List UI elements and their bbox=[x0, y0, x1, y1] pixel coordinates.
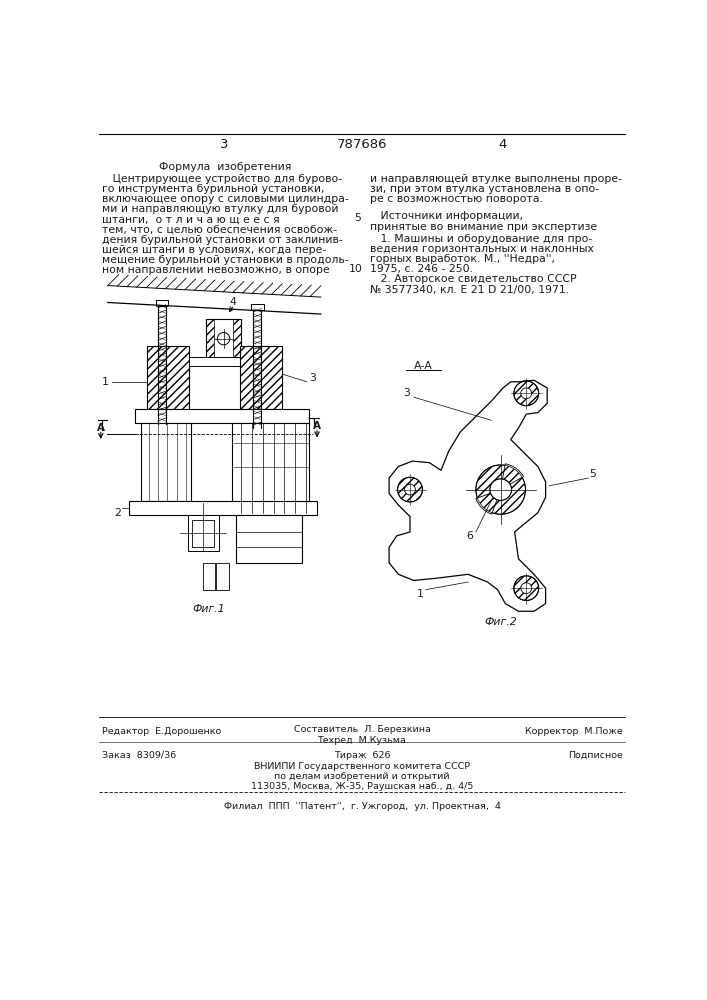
Text: по делам изобретений и открытий: по делам изобретений и открытий bbox=[274, 772, 450, 781]
Circle shape bbox=[404, 484, 416, 495]
Wedge shape bbox=[503, 464, 523, 484]
Text: ведения горизонтальных и наклонных: ведения горизонтальных и наклонных bbox=[370, 244, 595, 254]
Bar bbox=[189, 357, 267, 366]
Bar bbox=[156, 300, 168, 306]
Text: Источники информации,: Источники информации, bbox=[370, 211, 524, 221]
Text: Составитель  Л. Березкина: Составитель Л. Березкина bbox=[293, 725, 431, 734]
Text: 2: 2 bbox=[115, 508, 122, 518]
Text: 3: 3 bbox=[310, 373, 317, 383]
Text: зи, при этом втулка установлена в опо-: зи, при этом втулка установлена в опо- bbox=[370, 184, 600, 194]
Text: 5: 5 bbox=[589, 469, 595, 479]
Text: тем, что, с целью обеспечения освобож-: тем, что, с целью обеспечения освобож- bbox=[103, 225, 337, 235]
Text: A: A bbox=[97, 423, 105, 433]
Bar bbox=[203, 563, 216, 590]
Bar bbox=[206, 319, 214, 359]
Text: мещение бурильной установки в продоль-: мещение бурильной установки в продоль- bbox=[103, 255, 349, 265]
Bar bbox=[206, 319, 241, 359]
Bar bbox=[232, 423, 309, 513]
Text: 4: 4 bbox=[499, 138, 507, 151]
Text: 5: 5 bbox=[355, 213, 361, 223]
Text: Техред  М.Кузьма: Техред М.Кузьма bbox=[317, 736, 407, 745]
Text: Формула  изобретения: Формула изобретения bbox=[159, 162, 292, 172]
Text: Заказ  8309/36: Заказ 8309/36 bbox=[103, 751, 177, 760]
Text: 3: 3 bbox=[403, 388, 410, 398]
Text: го инструмента бурильной установки,: го инструмента бурильной установки, bbox=[103, 184, 325, 194]
Text: Фиг.1: Фиг.1 bbox=[192, 604, 225, 614]
Text: Фиг.2: Фиг.2 bbox=[484, 617, 517, 627]
Bar bbox=[146, 346, 189, 409]
Circle shape bbox=[476, 465, 525, 514]
Text: Корректор  М.Поже: Корректор М.Поже bbox=[525, 727, 623, 736]
Text: 1: 1 bbox=[102, 377, 109, 387]
Circle shape bbox=[521, 388, 532, 399]
Text: ВНИИПИ Государственного комитета СССР: ВНИИПИ Государственного комитета СССР bbox=[254, 762, 470, 771]
Bar bbox=[233, 319, 241, 359]
Text: 10: 10 bbox=[349, 264, 363, 274]
Text: Тираж  626: Тираж 626 bbox=[334, 751, 390, 760]
Text: 1: 1 bbox=[416, 589, 423, 599]
Text: A: A bbox=[313, 421, 321, 431]
Text: Подписное: Подписное bbox=[568, 751, 623, 760]
Text: принятые во внимание при экспертизе: принятые во внимание при экспертизе bbox=[370, 222, 597, 232]
Polygon shape bbox=[389, 380, 547, 611]
Text: Редактор  Е.Дорошенко: Редактор Е.Дорошенко bbox=[103, 727, 221, 736]
Text: А-А: А-А bbox=[414, 361, 433, 371]
Bar bbox=[235, 515, 301, 563]
Text: горных выработок. М., ''Недра'',: горных выработок. М., ''Недра'', bbox=[370, 254, 556, 264]
Bar bbox=[251, 304, 264, 310]
Text: 4: 4 bbox=[230, 297, 237, 307]
Text: ном направлении невозможно, в опоре: ном направлении невозможно, в опоре bbox=[103, 265, 330, 275]
Wedge shape bbox=[476, 493, 497, 514]
Text: 2. Авторское свидетельство СССР: 2. Авторское свидетельство СССР bbox=[370, 274, 577, 284]
Bar bbox=[216, 563, 228, 590]
Text: Центрирующее устройство для бурово-: Центрирующее устройство для бурово- bbox=[103, 174, 342, 184]
Text: ми и направляющую втулку для буровой: ми и направляющую втулку для буровой bbox=[103, 204, 339, 214]
Circle shape bbox=[490, 479, 512, 500]
Text: включающее опору с силовыми цилиндра-: включающее опору с силовыми цилиндра- bbox=[103, 194, 349, 204]
Bar bbox=[129, 501, 317, 515]
Bar bbox=[187, 515, 218, 551]
Text: штанги,  о т л и ч а ю щ е е с я: штанги, о т л и ч а ю щ е е с я bbox=[103, 215, 280, 225]
Text: 113035, Москва, Ж-35, Раушская наб., д. 4/5: 113035, Москва, Ж-35, Раушская наб., д. … bbox=[251, 782, 473, 791]
Text: 1. Машины и оборудование для про-: 1. Машины и оборудование для про- bbox=[370, 234, 592, 244]
Bar bbox=[141, 423, 192, 501]
Circle shape bbox=[521, 583, 532, 594]
Text: № 3577340, кл. Е 21 D 21/00, 1971.: № 3577340, кл. Е 21 D 21/00, 1971. bbox=[370, 285, 570, 295]
Text: ре с возможностью поворота.: ре с возможностью поворота. bbox=[370, 194, 544, 204]
Text: Филиал  ППП  ''Патент'',  г. Ужгород,  ул. Проектная,  4: Филиал ППП ''Патент'', г. Ужгород, ул. П… bbox=[223, 802, 501, 811]
Text: 6: 6 bbox=[466, 531, 473, 541]
Text: дения бурильной установки от заклинив-: дения бурильной установки от заклинив- bbox=[103, 235, 343, 245]
Text: и направляющей втулке выполнены проре-: и направляющей втулке выполнены проре- bbox=[370, 174, 622, 184]
Bar bbox=[135, 409, 309, 423]
Bar bbox=[192, 520, 214, 547]
Text: шейся штанги в условиях, когда пере-: шейся штанги в условиях, когда пере- bbox=[103, 245, 327, 255]
Text: 1975, с. 246 - 250.: 1975, с. 246 - 250. bbox=[370, 264, 474, 274]
Text: 787686: 787686 bbox=[337, 138, 387, 151]
Bar bbox=[240, 346, 282, 409]
Text: 3: 3 bbox=[220, 138, 228, 151]
